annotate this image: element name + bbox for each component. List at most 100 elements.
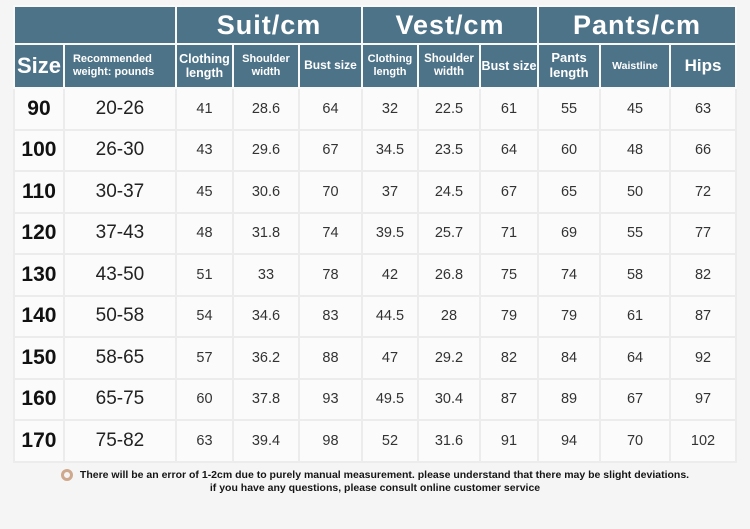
measurement-value: 28 [416, 294, 481, 338]
measurement-value: 41 [174, 87, 234, 131]
weight-range: 58-65 [62, 336, 177, 380]
measurement-value: 26.8 [416, 253, 481, 297]
column-header-vest-length: Clothing length [360, 43, 419, 89]
measurement-value: 94 [537, 419, 602, 463]
size-table-body: 90 20-26 41 28.6 64 32 22.5 61 55 45 63 … [12, 87, 738, 463]
table-row: 170 75-82 63 39.4 98 52 31.6 91 94 70 10… [12, 419, 738, 463]
size-value: 130 [12, 253, 65, 297]
measurement-value: 67 [599, 377, 672, 421]
measurement-value: 30.6 [231, 170, 300, 214]
measurement-value: 49.5 [360, 377, 419, 421]
measurement-value: 83 [297, 294, 363, 338]
measurement-value: 60 [537, 128, 602, 172]
measurement-value: 75 [478, 253, 540, 297]
measurement-value: 57 [174, 336, 234, 380]
measurement-value: 43 [174, 128, 234, 172]
table-row: 120 37-43 48 31.8 74 39.5 25.7 71 69 55 … [12, 211, 738, 255]
measurement-value: 64 [478, 128, 540, 172]
column-header-suit-shoulder: Shoulder width [231, 43, 300, 89]
measurement-value: 92 [669, 336, 738, 380]
measurement-value: 30.4 [416, 377, 481, 421]
measurement-value: 87 [478, 377, 540, 421]
size-value: 90 [12, 87, 65, 131]
weight-range: 75-82 [62, 419, 177, 463]
size-value: 160 [12, 377, 65, 421]
measurement-value: 44.5 [360, 294, 419, 338]
measurement-value: 74 [537, 253, 602, 297]
measurement-value: 28.6 [231, 87, 300, 131]
column-header-suit-bust: Bust size [297, 43, 363, 89]
measurement-value: 65 [537, 170, 602, 214]
group-header-row: Suit/cm Vest/cm Pants/cm [12, 5, 738, 45]
measurement-value: 91 [478, 419, 540, 463]
measurement-value: 48 [599, 128, 672, 172]
measurement-value: 51 [174, 253, 234, 297]
measurement-value: 98 [297, 419, 363, 463]
measurement-value: 93 [297, 377, 363, 421]
column-header-row: Size Recommended weight: pounds Clothing… [12, 43, 738, 89]
table-row: 110 30-37 45 30.6 70 37 24.5 67 65 50 72 [12, 170, 738, 214]
measurement-value: 87 [669, 294, 738, 338]
measurement-value: 55 [599, 211, 672, 255]
measurement-value: 70 [599, 419, 672, 463]
measurement-value: 23.5 [416, 128, 481, 172]
column-header-suit-length: Clothing length [174, 43, 234, 89]
measurement-value: 79 [478, 294, 540, 338]
measurement-value: 36.2 [231, 336, 300, 380]
measurement-value: 63 [669, 87, 738, 131]
measurement-value: 63 [174, 419, 234, 463]
measurement-value: 24.5 [416, 170, 481, 214]
measurement-value: 74 [297, 211, 363, 255]
weight-range: 30-37 [62, 170, 177, 214]
measurement-value: 64 [599, 336, 672, 380]
measurement-value: 47 [360, 336, 419, 380]
table-row: 160 65-75 60 37.8 93 49.5 30.4 87 89 67 … [12, 377, 738, 421]
measurement-value: 61 [478, 87, 540, 131]
measurement-value: 42 [360, 253, 419, 297]
group-header-pants: Pants/cm [537, 5, 738, 45]
table-header: Suit/cm Vest/cm Pants/cm Size Recommende… [12, 5, 738, 89]
measurement-value: 29.6 [231, 128, 300, 172]
table-row: 100 26-30 43 29.6 67 34.5 23.5 64 60 48 … [12, 128, 738, 172]
measurement-value: 89 [537, 377, 602, 421]
measurement-value: 55 [537, 87, 602, 131]
size-value: 110 [12, 170, 65, 214]
size-value: 170 [12, 419, 65, 463]
disclaimer-line-1: There will be an error of 1-2cm due to p… [79, 468, 690, 481]
group-header-suit: Suit/cm [174, 5, 363, 45]
measurement-value: 31.6 [416, 419, 481, 463]
measurement-value: 82 [669, 253, 738, 297]
disclaimer-footer: There will be an error of 1-2cm due to p… [0, 469, 750, 496]
measurement-value: 82 [478, 336, 540, 380]
measurement-value: 60 [174, 377, 234, 421]
measurement-value: 66 [669, 128, 738, 172]
measurement-value: 67 [297, 128, 363, 172]
ring-icon [60, 469, 73, 482]
measurement-value: 54 [174, 294, 234, 338]
table-row: 140 50-58 54 34.6 83 44.5 28 79 79 61 87 [12, 294, 738, 338]
weight-range: 43-50 [62, 253, 177, 297]
measurement-value: 52 [360, 419, 419, 463]
weight-range: 50-58 [62, 294, 177, 338]
measurement-value: 78 [297, 253, 363, 297]
weight-range: 26-30 [62, 128, 177, 172]
size-value: 140 [12, 294, 65, 338]
measurement-value: 37 [360, 170, 419, 214]
disclaimer-line-2: if you have any questions, please consul… [209, 482, 541, 495]
measurement-value: 84 [537, 336, 602, 380]
measurement-value: 34.5 [360, 128, 419, 172]
weight-range: 20-26 [62, 87, 177, 131]
measurement-value: 77 [669, 211, 738, 255]
measurement-value: 31.8 [231, 211, 300, 255]
column-header-hips: Hips [669, 43, 738, 89]
measurement-value: 29.2 [416, 336, 481, 380]
measurement-value: 45 [599, 87, 672, 131]
measurement-value: 67 [478, 170, 540, 214]
measurement-value: 33 [231, 253, 300, 297]
measurement-value: 97 [669, 377, 738, 421]
measurement-value: 61 [599, 294, 672, 338]
measurement-value: 32 [360, 87, 419, 131]
measurement-value: 37.8 [231, 377, 300, 421]
column-header-vest-shoulder: Shoulder width [416, 43, 481, 89]
column-header-size: Size [12, 43, 65, 89]
